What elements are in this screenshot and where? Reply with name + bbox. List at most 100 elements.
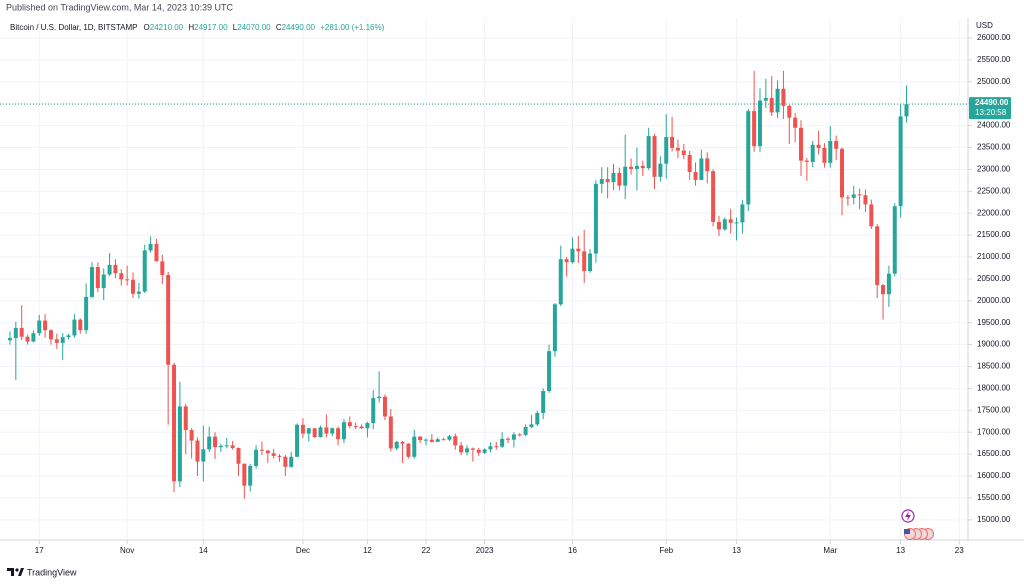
candle-body — [570, 248, 575, 263]
y-tick-label: 23500.00 — [977, 143, 1011, 152]
candle-body — [218, 445, 223, 448]
candle-body — [19, 327, 24, 337]
y-tick-label: 25500.00 — [977, 55, 1011, 64]
candle-body — [857, 194, 862, 196]
candle-body — [447, 436, 452, 440]
x-tick-label: Feb — [659, 546, 673, 555]
candle-body — [646, 136, 651, 169]
candle-body — [681, 150, 686, 155]
candle-body — [828, 140, 833, 163]
ohlc-value: 24917.00 — [194, 23, 228, 32]
candle-body — [892, 206, 897, 274]
candle-body — [740, 204, 745, 223]
candle-body — [183, 406, 188, 431]
ohlc-key: L — [233, 23, 238, 32]
x-tick-label: 16 — [568, 546, 577, 555]
candle-body — [295, 424, 300, 457]
x-tick-label: 2023 — [476, 546, 494, 555]
candle-body — [230, 445, 235, 449]
candle-body — [804, 160, 809, 162]
candle-body — [400, 441, 405, 444]
change: +281.00 (+1.16%) — [320, 23, 384, 32]
x-tick-label: 14 — [199, 546, 208, 555]
candle-body — [699, 158, 704, 180]
candle-body — [898, 116, 903, 207]
candle-body — [670, 136, 675, 148]
candle-body — [582, 251, 587, 272]
economic-flags[interactable] — [904, 528, 934, 540]
candle-body — [382, 396, 387, 417]
y-tick-label: 24000.00 — [977, 121, 1011, 130]
candle-body — [423, 439, 428, 441]
candle-body — [781, 88, 786, 106]
candle-body — [593, 183, 598, 254]
candle-body — [599, 179, 604, 184]
last-price-label: 24490.00 — [975, 98, 1009, 107]
candle-body — [722, 219, 727, 230]
candle-body — [172, 364, 177, 482]
candle-body — [113, 264, 118, 274]
x-tick-label: 12 — [363, 546, 372, 555]
candle-body — [195, 440, 200, 462]
candle-body — [558, 259, 563, 305]
candle-body — [588, 253, 593, 272]
candle-body — [213, 436, 218, 448]
candle-body — [605, 179, 610, 183]
candle-body — [775, 88, 780, 113]
candle-body — [675, 147, 680, 151]
y-tick-label: 18500.00 — [977, 362, 1011, 371]
candle-body — [37, 320, 42, 334]
y-tick-label: 15000.00 — [977, 515, 1011, 524]
candle-body — [13, 327, 18, 339]
candle-body — [95, 267, 100, 289]
y-tick-label: 19500.00 — [977, 318, 1011, 327]
y-tick-label: 16500.00 — [977, 449, 1011, 458]
candle-body — [25, 336, 30, 342]
ohlc-key: H — [188, 23, 194, 32]
candle-body — [283, 456, 288, 467]
candle-body — [359, 426, 364, 429]
candle-body — [488, 446, 493, 450]
ohlc-value: 24210.00 — [150, 23, 184, 32]
candle-body — [148, 243, 153, 251]
candle-body — [875, 226, 880, 286]
candle-body — [207, 436, 212, 450]
candle-body — [459, 445, 464, 453]
candle-body — [734, 222, 739, 224]
candle-body — [312, 428, 317, 438]
candle-body — [306, 428, 311, 434]
candle-body — [31, 333, 36, 342]
candle-body — [371, 398, 376, 424]
y-tick-label: 22500.00 — [977, 186, 1011, 195]
candle-body — [347, 422, 352, 427]
y-tick-label: 17000.00 — [977, 427, 1011, 436]
candle-body — [365, 423, 370, 429]
candle-body — [511, 434, 516, 440]
candle-body — [840, 148, 845, 198]
candle-body — [687, 154, 692, 173]
y-tick-label: 23000.00 — [977, 164, 1011, 173]
candle-body — [541, 391, 546, 413]
candle-body — [189, 430, 194, 441]
candle-body — [336, 428, 341, 440]
candle-body — [224, 445, 229, 447]
candle-body — [377, 396, 382, 399]
ohlc-value: 24490.00 — [282, 23, 316, 32]
candle-body — [470, 448, 475, 450]
candle-body — [388, 416, 393, 449]
candle-body — [131, 279, 136, 294]
candle-body — [254, 449, 259, 466]
event-icon-bolt — [905, 511, 911, 521]
candle-body — [664, 136, 669, 164]
legend-line: Bitcoin / U.S. Dollar, 1D, BITSTAMP O242… — [10, 23, 385, 32]
candle-body — [763, 97, 768, 101]
candle-body — [72, 319, 77, 336]
candle-body — [453, 436, 458, 446]
candle-body — [845, 197, 850, 199]
candle-body — [640, 165, 645, 169]
candle-body — [136, 291, 141, 294]
candle-body — [746, 111, 751, 205]
candle-body — [107, 264, 112, 275]
